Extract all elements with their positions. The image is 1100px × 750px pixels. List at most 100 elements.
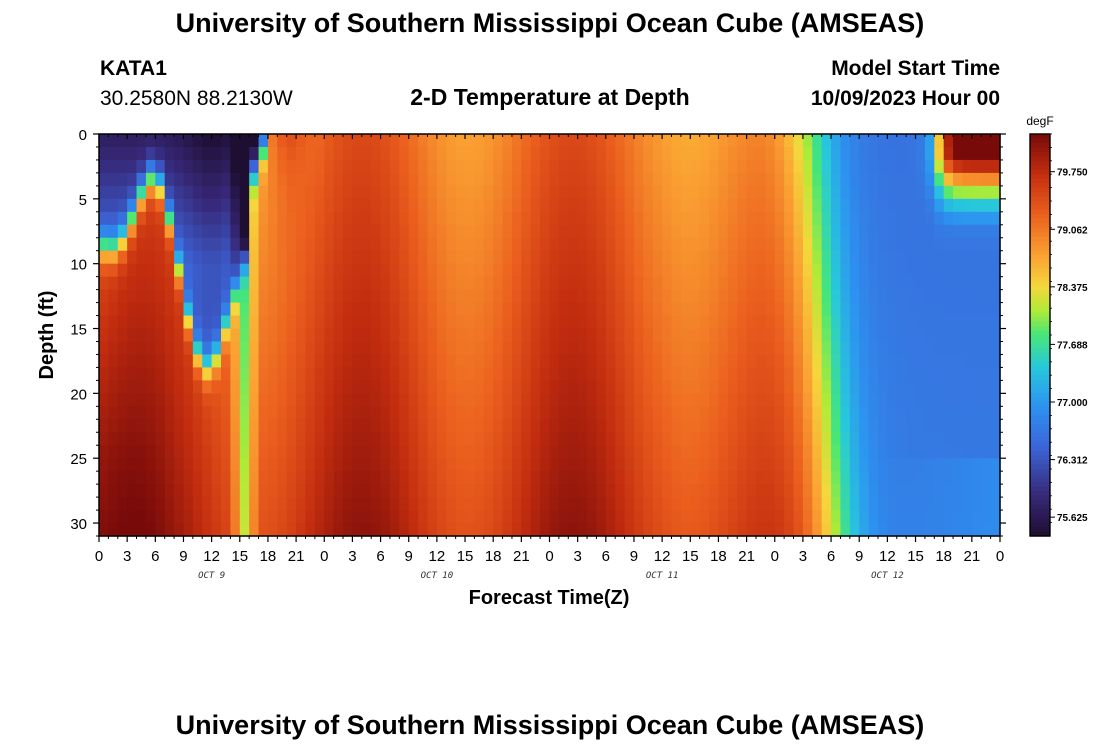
heatmap-cell — [155, 497, 166, 511]
heatmap-cell — [221, 159, 231, 174]
heatmap-cell — [530, 419, 541, 433]
heatmap-cell — [615, 289, 626, 304]
heatmap-cell — [192, 497, 203, 511]
heatmap-cell — [971, 315, 982, 330]
heatmap-cell — [915, 380, 926, 394]
heatmap-cell — [117, 471, 128, 485]
footer-title: University of Southern Mississippi Ocean… — [175, 710, 925, 740]
heatmap-cell — [633, 134, 644, 148]
heatmap-cell — [418, 406, 429, 420]
heatmap-cell — [380, 497, 391, 511]
heatmap-cell — [868, 315, 879, 330]
heatmap-cell — [343, 185, 354, 200]
heatmap-cell — [633, 354, 644, 369]
heatmap-cell — [784, 134, 795, 148]
heatmap-cell — [333, 328, 344, 343]
heatmap-cell — [286, 354, 297, 369]
heatmap-cell — [239, 354, 250, 369]
x-tick-label: 9 — [630, 548, 638, 565]
heatmap-cell — [934, 185, 945, 200]
heatmap-cell — [521, 289, 532, 304]
heatmap-cell — [155, 471, 166, 485]
heatmap-cell — [239, 497, 250, 511]
heatmap-cell — [408, 146, 419, 161]
heatmap-cell — [605, 328, 616, 343]
heatmap-cell — [709, 146, 720, 161]
heatmap-cell — [652, 471, 663, 485]
heatmap-cell — [906, 510, 917, 524]
heatmap-cell — [849, 159, 860, 174]
heatmap-cell — [859, 497, 870, 511]
heatmap-cell — [652, 276, 663, 291]
heatmap-cell — [812, 419, 823, 433]
heatmap-cell — [859, 393, 870, 407]
heatmap-cell — [793, 445, 804, 459]
heatmap-cell — [249, 484, 260, 498]
heatmap-cell — [258, 445, 269, 459]
colorbar-segment — [1030, 384, 1050, 390]
heatmap-cell — [474, 224, 485, 239]
heatmap-cell — [953, 406, 964, 420]
heatmap-cell — [840, 302, 851, 317]
heatmap-cell — [136, 134, 147, 148]
heatmap-cell — [155, 172, 166, 187]
heatmap-cell — [953, 367, 964, 381]
heatmap-cell — [887, 211, 898, 226]
heatmap-cell — [249, 276, 260, 291]
heatmap-cell — [446, 159, 457, 174]
heatmap-cell — [343, 159, 354, 174]
heatmap-cell — [671, 419, 682, 433]
heatmap-cell — [305, 159, 316, 174]
heatmap-cell — [755, 159, 766, 174]
heatmap-cell — [746, 134, 757, 148]
heatmap-cell — [737, 419, 748, 433]
heatmap-cell — [418, 432, 429, 446]
heatmap-cell — [934, 445, 945, 459]
heatmap-cell — [746, 471, 757, 485]
heatmap-cell — [859, 328, 870, 343]
heatmap-cell — [277, 198, 288, 213]
heatmap-cell — [474, 134, 485, 148]
heatmap-cell — [624, 406, 635, 420]
heatmap-cell — [962, 185, 973, 200]
heatmap-cell — [202, 328, 213, 343]
heatmap-cell — [662, 445, 673, 459]
heatmap-cell — [361, 380, 372, 394]
heatmap-cell — [990, 341, 1001, 356]
heatmap-cell — [624, 159, 635, 174]
heatmap-cell — [624, 497, 635, 511]
heatmap-cell — [737, 367, 748, 381]
heatmap-cell — [643, 510, 654, 524]
heatmap-cell — [427, 211, 438, 226]
heatmap-cell — [314, 393, 325, 407]
heatmap-cell — [324, 211, 335, 226]
heatmap-cell — [896, 134, 907, 148]
heatmap-cell — [849, 289, 860, 304]
colorbar-segment — [1030, 196, 1050, 202]
heatmap-cell — [371, 198, 382, 213]
heatmap-cell — [755, 393, 766, 407]
heatmap-cell — [962, 523, 973, 537]
heatmap-cell — [868, 367, 879, 381]
heatmap-cell — [840, 393, 851, 407]
heatmap-cell — [587, 224, 598, 239]
heatmap-cell — [624, 471, 635, 485]
heatmap-cell — [296, 380, 307, 394]
heatmap-cell — [802, 134, 813, 148]
heatmap-cell — [145, 523, 156, 537]
heatmap-cell — [793, 276, 804, 291]
heatmap-cell — [314, 458, 325, 472]
heatmap-cell — [821, 198, 832, 213]
heatmap-cell — [896, 328, 907, 343]
heatmap-cell — [821, 432, 832, 446]
heatmap-cell — [633, 484, 644, 498]
heatmap-cell — [624, 367, 635, 381]
heatmap-cell — [765, 354, 776, 369]
heatmap-cell — [558, 328, 569, 343]
heatmap-cell — [408, 159, 419, 174]
heatmap-cell — [249, 393, 260, 407]
heatmap-cell — [455, 263, 466, 278]
heatmap-cell — [953, 211, 964, 226]
heatmap-cell — [802, 237, 813, 252]
heatmap-cell — [267, 419, 278, 433]
